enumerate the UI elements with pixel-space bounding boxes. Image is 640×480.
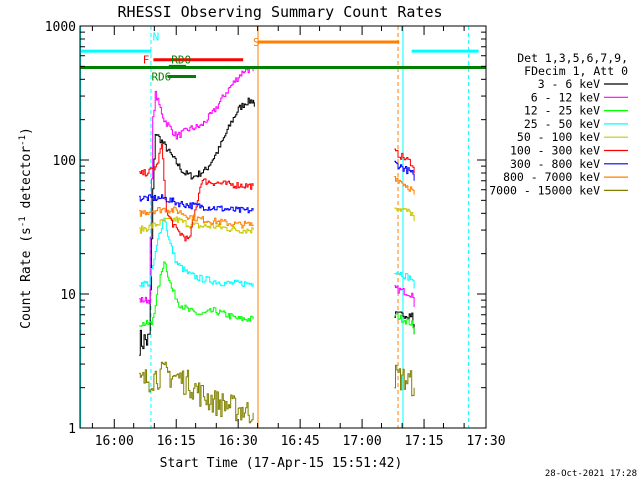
x-tick-label-2: 16:30 xyxy=(219,434,258,449)
annotation-n: N xyxy=(153,30,160,43)
legend-label-1: 6 - 12 keV xyxy=(531,90,600,104)
axes: 1 10 100 1000 16:00 16:15 16:30 16:45 17:00 17:15… xyxy=(45,20,506,449)
series-7-segment-1 xyxy=(394,176,415,195)
y-tick-label-1: 10 xyxy=(60,288,76,303)
series-2-segment-0 xyxy=(139,261,254,327)
series-4-segment-1 xyxy=(394,207,415,222)
legend-label-3: 25 - 50 keV xyxy=(524,117,600,131)
series-8-segment-1 xyxy=(394,364,415,397)
x-tick-label-1: 16:15 xyxy=(157,434,196,449)
legend-label-7: 800 - 7000 keV xyxy=(503,170,600,184)
annotation-s: S xyxy=(253,36,260,49)
x-tick-label-3: 16:45 xyxy=(281,434,320,449)
series-1-segment-1 xyxy=(394,285,415,307)
annotation-rd0: RD0 xyxy=(171,53,191,66)
legend-label-4: 50 - 100 keV xyxy=(517,130,600,144)
series-lines xyxy=(139,67,415,424)
series-0-segment-0 xyxy=(139,97,255,356)
legend-label-2: 12 - 25 keV xyxy=(524,104,600,118)
series-6-segment-0 xyxy=(139,194,254,214)
x-tick-label-6: 17:30 xyxy=(466,434,505,449)
x-tick-label-0: 16:00 xyxy=(95,434,134,449)
series-4-segment-0 xyxy=(139,216,254,234)
series-8-segment-0 xyxy=(139,361,254,424)
y-tick-label-2: 100 xyxy=(53,154,76,169)
legend-header-0: Det 1,3,5,6,7,9, xyxy=(517,51,628,65)
legend: Det 1,3,5,6,7,9,FDecim 1, Att 03 - 6 keV… xyxy=(489,51,628,197)
series-6-segment-1 xyxy=(394,160,415,181)
series-0-segment-1 xyxy=(394,311,415,335)
series-3-segment-1 xyxy=(394,271,415,289)
chart-title: RHESSI Observing Summary Count Rates xyxy=(117,3,442,21)
y-axis-label: Count Rate (s-1 detector-1) xyxy=(18,127,34,329)
series-7-segment-0 xyxy=(139,206,254,229)
annotation-rd6: RD6 xyxy=(151,70,171,83)
x-tick-label-5: 17:15 xyxy=(404,434,443,449)
series-1-segment-0 xyxy=(139,67,254,305)
plot-area xyxy=(80,26,486,428)
series-2-segment-1 xyxy=(394,313,415,335)
plot-background xyxy=(80,26,486,428)
annotation-f: F xyxy=(143,54,150,67)
plot-frame xyxy=(79,25,487,429)
legend-label-8: 7000 - 15000 keV xyxy=(489,183,600,197)
series-3-segment-0 xyxy=(139,217,254,288)
vertical-markers xyxy=(80,26,470,428)
x-axis-label: Start Time (17-Apr-15 15:51:42) xyxy=(160,456,403,471)
legend-label-6: 300 - 800 keV xyxy=(510,157,600,171)
y-tick-label-3: 1000 xyxy=(45,20,76,35)
series-5-segment-1 xyxy=(394,148,415,173)
legend-label-0: 3 - 6 keV xyxy=(538,77,600,91)
date-stamp: 28-Oct-2021 17:28 xyxy=(545,469,637,479)
y-tick-label-0: 1 xyxy=(68,422,76,437)
series-5-segment-0 xyxy=(139,143,254,242)
legend-header-1: FDecim 1, Att 0 xyxy=(524,64,628,78)
x-tick-label-4: 17:00 xyxy=(343,434,382,449)
legend-label-5: 100 - 300 keV xyxy=(510,144,600,158)
